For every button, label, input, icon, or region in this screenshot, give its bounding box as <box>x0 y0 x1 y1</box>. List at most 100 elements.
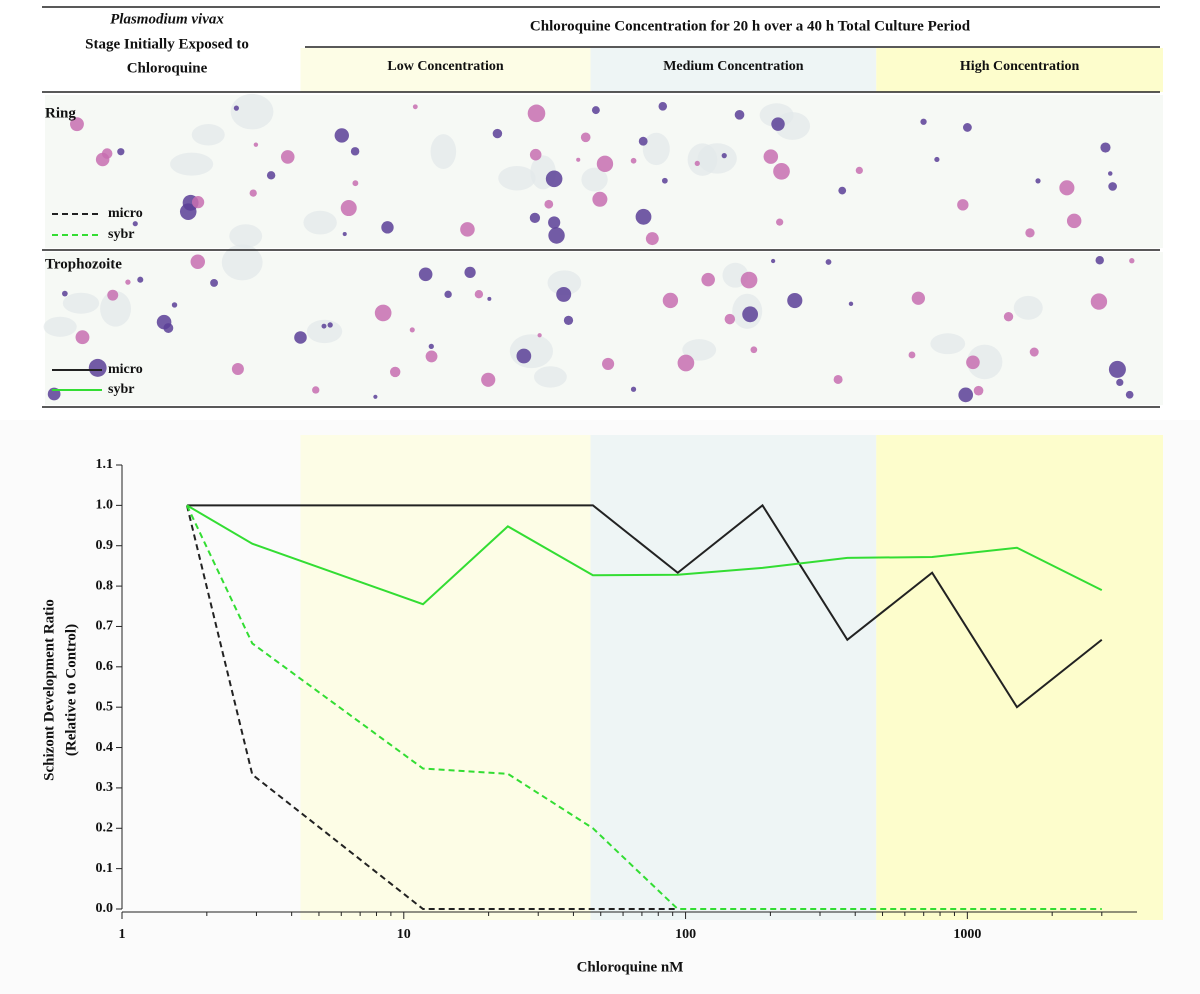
parasite <box>911 291 925 305</box>
band-label: Low Concentration <box>387 59 503 74</box>
parasite <box>776 218 784 226</box>
parasite <box>958 387 974 403</box>
parasite <box>428 343 434 350</box>
parasite <box>487 296 492 301</box>
parasite <box>908 351 916 359</box>
parasite <box>492 128 503 139</box>
parasite <box>773 162 790 180</box>
parasite <box>62 290 68 297</box>
parasite <box>249 189 257 197</box>
parasite <box>191 196 205 209</box>
y-tick-label: 0.0 <box>96 901 114 916</box>
parasite <box>444 290 452 299</box>
parasite <box>1003 312 1014 322</box>
parasite <box>1108 360 1126 378</box>
stage-header: Chloroquine <box>127 60 208 76</box>
rbc-ghost <box>967 344 1003 380</box>
parasite <box>1035 178 1041 184</box>
parasite <box>117 148 125 156</box>
rbc-ghost <box>642 132 670 166</box>
parasite <box>253 142 259 147</box>
y-tick-label: 0.4 <box>96 740 114 755</box>
parasite <box>1100 142 1111 153</box>
parasite <box>381 221 394 234</box>
parasite <box>231 363 244 376</box>
rbc-ghost <box>1013 295 1043 320</box>
parasite <box>787 292 803 309</box>
rbc-ghost <box>533 366 567 388</box>
parasite <box>771 258 776 264</box>
parasite <box>920 118 927 125</box>
parasite <box>630 157 637 164</box>
parasite <box>374 304 392 322</box>
rbc-ghost <box>682 339 717 361</box>
band <box>590 435 877 920</box>
parasite <box>662 292 679 309</box>
rbc-ghost <box>774 112 811 140</box>
parasite <box>233 105 239 111</box>
y-tick-label: 1.0 <box>96 498 114 513</box>
parasite <box>171 302 178 308</box>
parasite <box>658 102 668 111</box>
parasite <box>350 147 360 156</box>
parasite <box>1090 293 1108 310</box>
x-tick-label: 100 <box>675 927 696 942</box>
y-tick-label: 0.1 <box>96 861 114 876</box>
parasite <box>548 227 565 244</box>
rbc-ghost <box>498 165 536 191</box>
rbc-ghost <box>221 244 263 281</box>
parasite <box>327 322 333 328</box>
parasite <box>855 166 863 175</box>
parasite <box>266 171 276 180</box>
legend-label: sybr <box>108 227 134 242</box>
y-tick-label: 0.8 <box>96 578 114 593</box>
parasite <box>763 149 779 164</box>
parasite <box>190 254 205 269</box>
y-tick-label: 0.2 <box>96 820 114 835</box>
rbc-ghost <box>303 210 337 235</box>
band-header <box>876 48 1163 92</box>
band-header <box>590 48 877 92</box>
parasite <box>529 212 541 224</box>
parasite <box>563 315 574 326</box>
parasite <box>556 286 572 302</box>
parasite <box>516 348 532 364</box>
parasite <box>1059 180 1075 196</box>
parasite <box>352 180 359 187</box>
band-header <box>300 48 591 92</box>
parasite <box>750 346 758 354</box>
parasite <box>1129 258 1135 264</box>
x-tick-label: 10 <box>397 927 411 942</box>
parasite <box>527 104 546 123</box>
parasite <box>771 117 785 131</box>
parasite <box>724 313 736 325</box>
parasite <box>280 150 295 164</box>
parasite <box>721 153 727 159</box>
parasite <box>425 350 438 363</box>
parasite <box>548 216 561 229</box>
parasite <box>973 385 984 396</box>
parasite <box>630 386 637 392</box>
parasite <box>1125 390 1134 399</box>
row-label: Ring <box>45 105 76 121</box>
series-line <box>186 504 1102 910</box>
parasite <box>474 290 484 299</box>
parasite <box>694 160 700 167</box>
parasite <box>101 148 113 159</box>
parasite <box>537 333 542 338</box>
rbc-ghost <box>170 152 214 176</box>
rbc-ghost <box>62 292 100 314</box>
parasite <box>838 186 847 195</box>
parasite <box>1066 213 1082 229</box>
parasite <box>825 259 832 265</box>
parasite <box>88 358 107 377</box>
rbc-ghost <box>930 333 966 355</box>
parasite <box>409 327 415 333</box>
parasite <box>1108 182 1117 191</box>
parasite <box>966 355 980 370</box>
band-label: High Concentration <box>960 59 1080 74</box>
micrographs: micro sybr micro sybr <box>43 93 1163 405</box>
parasite <box>342 231 347 237</box>
parasite <box>934 156 940 163</box>
